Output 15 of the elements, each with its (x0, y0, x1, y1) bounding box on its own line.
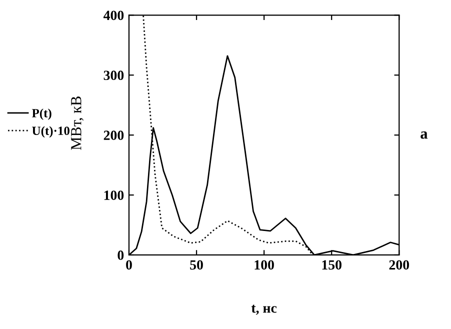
x-tick-label: 0 (126, 260, 132, 270)
text: а (420, 131, 428, 139)
y-axis-title: МВт, кВ (71, 96, 84, 150)
x-tick-label: 50 (190, 260, 203, 270)
legend-label: U(t)·10 (32, 126, 70, 138)
x-axis-title: t, нс (251, 304, 277, 315)
y-tick-label: 100 (104, 190, 124, 200)
x-tick-label: 150 (322, 260, 342, 270)
y-tick-label: 300 (104, 70, 124, 80)
y-tick-label: 200 (104, 130, 124, 140)
y-tick-label: 0 (118, 250, 124, 260)
x-tick-label: 200 (389, 260, 410, 270)
x-tick-label: 100 (254, 260, 274, 270)
y-tick-label: 400 (103, 10, 124, 20)
legend-label: P(t) (32, 108, 52, 120)
